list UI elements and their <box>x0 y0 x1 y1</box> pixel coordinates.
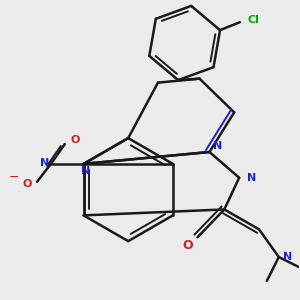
Text: N: N <box>247 173 256 183</box>
Text: N: N <box>213 141 222 151</box>
Text: O: O <box>182 238 193 252</box>
Text: N: N <box>81 166 90 176</box>
Text: N: N <box>40 158 49 168</box>
Text: +: + <box>52 152 58 160</box>
Text: O: O <box>70 135 80 145</box>
Text: O: O <box>22 179 32 189</box>
Text: Cl: Cl <box>248 15 260 25</box>
Text: N: N <box>283 252 292 262</box>
Text: −: − <box>9 171 20 184</box>
